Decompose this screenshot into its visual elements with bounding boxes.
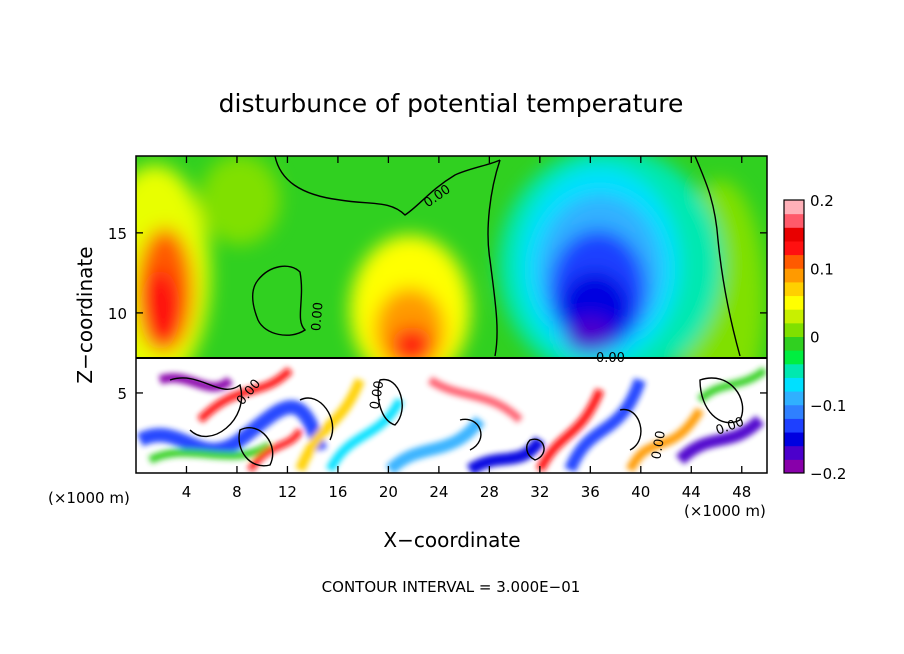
x-tick-label: 48	[732, 483, 751, 501]
colorbar-swatch	[784, 309, 804, 324]
x-tick-label: 16	[328, 483, 347, 501]
x-tick-label: 4	[182, 483, 192, 501]
y-axis: 5 10 15	[108, 225, 767, 403]
x-tick-label: 36	[581, 483, 600, 501]
y-tick-label: 10	[108, 305, 127, 323]
colorbar-swatch	[784, 418, 804, 433]
colorbar-swatch	[784, 391, 804, 406]
colorbar-swatch	[784, 445, 804, 460]
x-tick-label: 40	[631, 483, 650, 501]
chart-title: disturbunce of potential temperature	[219, 89, 684, 118]
colorbar-tick-label: −0.2	[810, 465, 846, 483]
x-tick-label: 24	[429, 483, 448, 501]
contour-label: 0.00	[368, 380, 388, 411]
colorbar-swatch	[784, 404, 804, 419]
colorbar-swatch	[784, 322, 804, 337]
colorbar-tick-label: 0.2	[810, 192, 834, 210]
colorbar-swatch	[784, 295, 804, 310]
contour-label: 0.00	[649, 430, 669, 461]
contour-label: 0.00	[309, 302, 326, 332]
colorbar-swatch	[784, 227, 804, 242]
x-tick-label: 20	[379, 483, 398, 501]
colorbar-swatch	[784, 200, 804, 215]
colorbar-swatch	[784, 350, 804, 365]
contour-label: 0.00	[596, 351, 625, 366]
colorbar-swatch	[784, 240, 804, 256]
x-tick-label: 44	[682, 483, 701, 501]
x-tick-label: 8	[232, 483, 242, 501]
colorbar-tick-label: 0.1	[810, 260, 834, 278]
colorbar-swatch	[784, 336, 804, 351]
y-tick-label: 15	[108, 225, 127, 243]
colorbar-swatch	[784, 459, 804, 474]
contour-lines	[136, 156, 767, 467]
x-tick-label: 12	[278, 483, 297, 501]
contour-interval-footer: CONTOUR INTERVAL = 3.000E−01	[322, 578, 581, 596]
colorbar-tick-label: 0	[810, 329, 820, 347]
y-axis-label: Z−coordinate	[73, 246, 97, 383]
y-tick-label: 5	[117, 385, 127, 403]
x-tick-label: 28	[480, 483, 499, 501]
x-unit-label-right: (×1000 m)	[684, 502, 766, 520]
heatmap-field	[136, 156, 767, 473]
x-axis: 4 8 12 16 20 24 28 32 36 40 44 48	[182, 156, 751, 501]
colorbar-swatch	[784, 268, 804, 283]
colorbar-frame	[783, 199, 805, 474]
x-tick-label: 32	[530, 483, 549, 501]
plot-frame	[135, 155, 768, 474]
colorbar-swatch	[784, 254, 804, 269]
colorbar-swatch	[784, 281, 804, 297]
colorbar-swatch	[784, 213, 804, 228]
colorbar: 0.2 0.1 0 −0.1 −0.2	[783, 192, 846, 483]
colorbar-swatch	[784, 432, 804, 447]
colorbar-swatch	[784, 363, 804, 378]
colorbar-swatch	[784, 377, 804, 392]
x-unit-label-left: (×1000 m)	[48, 489, 130, 507]
x-axis-label: X−coordinate	[383, 528, 520, 552]
colorbar-tick-label: −0.1	[810, 397, 846, 415]
